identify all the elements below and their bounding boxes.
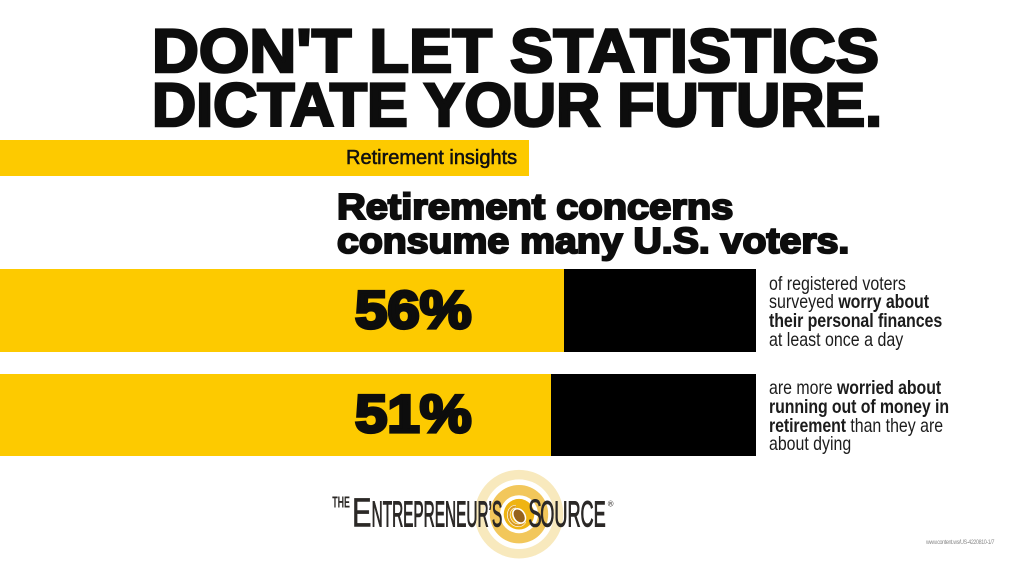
svg-text:OURCE: OURCE	[540, 494, 605, 535]
svg-text:E: E	[352, 490, 372, 536]
svg-text:®: ®	[608, 499, 614, 508]
svg-text:NTREPRENEUR’S: NTREPRENEUR’S	[372, 494, 503, 535]
svg-text:S: S	[528, 493, 542, 536]
svg-text:THE: THE	[332, 495, 350, 512]
